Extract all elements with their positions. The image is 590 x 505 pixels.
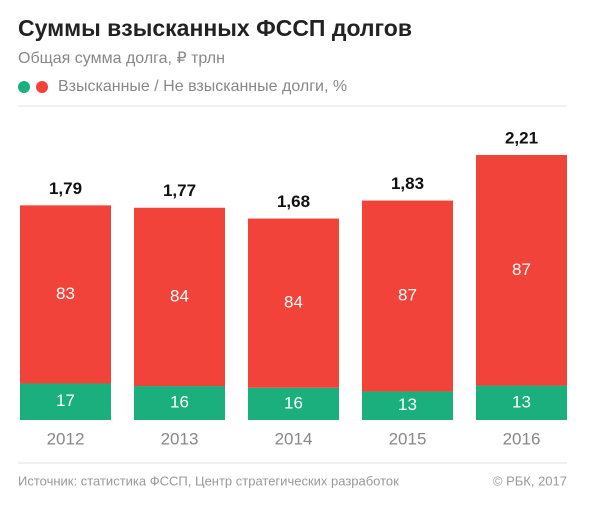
total-label: 1,77 [163, 181, 196, 200]
bar-segment [476, 385, 567, 420]
bar-segment [362, 200, 453, 392]
bar-segment [476, 155, 567, 386]
segment-label: 83 [56, 284, 75, 303]
chart-subtitle: Общая сумма долга, ₽ трлн [18, 50, 225, 67]
x-tick-label: 2013 [161, 429, 199, 448]
segment-label: 16 [170, 393, 189, 412]
x-tick-label: 2015 [389, 429, 427, 448]
segment-label: 87 [398, 286, 417, 305]
legend-dot [18, 81, 30, 93]
bar-segment [248, 387, 339, 420]
bar-segment [134, 207, 225, 387]
x-tick-label: 2014 [275, 429, 313, 448]
source: Источник: статистика ФССП, Центр стратег… [18, 473, 399, 488]
bar-segment [362, 391, 453, 420]
segment-label: 84 [170, 286, 189, 305]
bar-segment [134, 386, 225, 420]
segment-label: 16 [284, 393, 303, 412]
bar-segment [248, 218, 339, 388]
total-label: 2,21 [505, 128, 538, 147]
x-tick-label: 2016 [503, 429, 541, 448]
total-label: 1,68 [277, 192, 310, 211]
segment-label: 87 [512, 260, 531, 279]
x-tick-label: 2012 [47, 429, 85, 448]
segment-label: 84 [284, 293, 303, 312]
bar-segment [20, 383, 111, 420]
copyright: © РБК, 2017 [493, 473, 567, 488]
chart-title: Суммы взысканных ФССП долгов [18, 15, 412, 41]
bar-segment [20, 205, 111, 384]
legend-dot [36, 81, 48, 93]
total-label: 1,79 [49, 179, 82, 198]
total-label: 1,83 [391, 174, 424, 193]
legend-text: Взысканные / Не взысканные долги, % [58, 78, 347, 95]
segment-label: 13 [512, 392, 531, 411]
segment-label: 17 [56, 391, 75, 410]
segment-label: 13 [398, 395, 417, 414]
